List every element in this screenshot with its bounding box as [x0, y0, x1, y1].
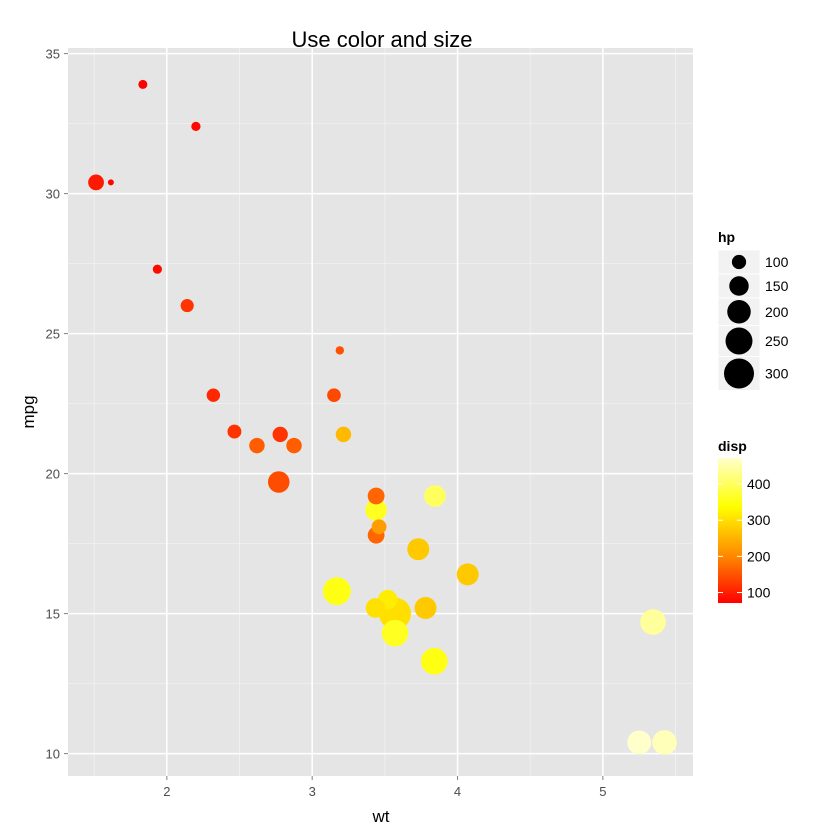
- data-points: [88, 79, 677, 755]
- x-tick-label: 2: [163, 784, 170, 799]
- major-gridlines: [68, 48, 693, 776]
- data-point: [407, 538, 430, 561]
- data-point: [365, 598, 386, 618]
- x-axis-ticks: 2 3 4 5: [163, 776, 607, 799]
- color-legend-label: 100: [747, 585, 771, 601]
- data-point: [381, 619, 409, 647]
- x-axis-title: wt: [372, 807, 390, 826]
- size-legend-label: 200: [765, 304, 789, 320]
- data-point: [286, 437, 302, 454]
- y-tick-label: 15: [46, 607, 60, 622]
- plot-panel: [68, 48, 693, 776]
- y-axis-ticks: 10 15 20 25 30 35: [46, 47, 68, 762]
- data-point: [249, 437, 265, 454]
- data-point: [456, 563, 479, 586]
- size-legend-symbol: [729, 276, 749, 296]
- size-legend-label: 150: [765, 278, 789, 294]
- size-legend-title: hp: [718, 229, 735, 245]
- size-legend-symbol: [723, 358, 755, 389]
- size-legend-symbol: [725, 327, 753, 355]
- data-point: [371, 519, 387, 535]
- size-legend: hp 100 150 200 250 300: [717, 229, 789, 392]
- color-legend-title: disp: [718, 438, 747, 454]
- data-point: [138, 79, 148, 89]
- data-point: [322, 577, 351, 606]
- data-point: [227, 424, 242, 439]
- size-legend-label: 300: [765, 365, 789, 381]
- data-point: [267, 471, 290, 493]
- data-point: [420, 647, 448, 675]
- y-axis-title: mpg: [19, 395, 38, 428]
- data-point: [180, 299, 194, 313]
- data-point: [107, 179, 114, 186]
- size-legend-items: 100 150 200 250 300: [717, 249, 789, 392]
- y-tick-label: 20: [46, 467, 60, 482]
- data-point: [152, 264, 162, 274]
- color-legend-label: 200: [747, 548, 771, 564]
- chart-title: Use color and size: [292, 27, 473, 52]
- size-legend-label: 250: [765, 333, 789, 349]
- data-point: [627, 730, 652, 755]
- data-point: [640, 609, 666, 635]
- data-point: [424, 485, 446, 507]
- y-tick-label: 10: [46, 747, 60, 762]
- y-tick-label: 35: [46, 47, 60, 62]
- data-point: [335, 426, 352, 443]
- size-legend-symbol: [731, 254, 747, 270]
- x-tick-label: 3: [309, 784, 316, 799]
- panel-background: [68, 48, 693, 776]
- data-point: [367, 487, 385, 505]
- minor-gridlines: [68, 48, 693, 776]
- data-point: [365, 499, 387, 521]
- color-legend-label: 400: [747, 476, 771, 492]
- data-point: [335, 346, 345, 355]
- color-legend-bar: [718, 458, 742, 603]
- size-legend-symbol: [727, 300, 751, 324]
- data-point: [652, 730, 677, 755]
- color-legend: disp 100 200 300 400: [718, 438, 771, 603]
- data-point: [327, 388, 341, 403]
- x-tick-label: 5: [599, 784, 606, 799]
- color-legend-label: 300: [747, 512, 771, 528]
- y-tick-label: 30: [46, 187, 60, 202]
- data-point: [272, 426, 288, 443]
- data-point: [88, 174, 104, 191]
- data-point: [414, 597, 437, 619]
- data-point: [191, 121, 201, 132]
- x-tick-label: 4: [454, 784, 461, 799]
- data-point: [206, 388, 221, 402]
- size-legend-label: 100: [765, 254, 789, 270]
- color-legend-ticks: 100 200 300 400: [718, 476, 771, 601]
- y-tick-label: 25: [46, 327, 60, 342]
